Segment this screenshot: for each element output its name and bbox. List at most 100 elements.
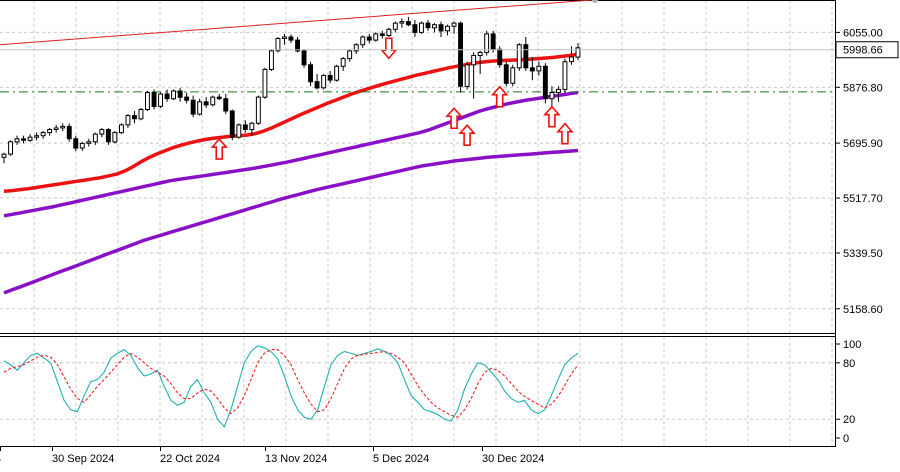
candle [529, 57, 535, 81]
candle [197, 98, 203, 116]
x-tick-label: 13 Nov 2024 [265, 453, 327, 465]
candle-body [125, 115, 131, 126]
candle-body [327, 75, 333, 81]
candle [92, 132, 98, 145]
candle-body [269, 50, 274, 70]
candle [425, 20, 431, 31]
resistance-trendline [0, 0, 598, 46]
candle-body [145, 92, 150, 110]
stochastic-axis: 100 80 20 0 [835, 339, 861, 445]
candle-body [386, 28, 392, 36]
candle [255, 95, 261, 125]
candle-body [138, 109, 144, 120]
candle-body [399, 21, 405, 24]
candle [203, 97, 209, 108]
candle [190, 95, 196, 118]
candle-body [549, 92, 555, 100]
candle [8, 140, 14, 156]
candle-body [379, 33, 385, 36]
current-price-box [835, 41, 899, 59]
candle [158, 92, 164, 108]
candle-body [301, 50, 307, 66]
candle [223, 94, 229, 115]
candle-body [438, 24, 444, 32]
candle [321, 74, 327, 90]
candle-body [255, 96, 261, 124]
candle [445, 24, 451, 36]
candle [503, 61, 509, 87]
candle [523, 37, 529, 71]
candle-body [432, 24, 437, 29]
x-tick-label: 4 [0, 453, 1, 465]
candle-body [282, 36, 287, 39]
candle [119, 123, 124, 135]
candle [575, 43, 581, 61]
candle-body [27, 136, 33, 141]
candle [184, 92, 190, 104]
candle-body [99, 129, 105, 135]
candle-body [321, 75, 327, 89]
candle-body [223, 98, 229, 112]
trendline [0, 0, 593, 46]
candle-body [53, 127, 59, 130]
candle [79, 141, 85, 152]
candle [269, 49, 274, 71]
candle [432, 23, 437, 33]
trendline-anchor-point [592, 0, 598, 3]
candle-body [275, 38, 281, 52]
candle-body [1, 153, 7, 158]
candle [471, 52, 477, 99]
candle-body [529, 67, 535, 72]
candle-body [151, 92, 157, 107]
candle-body [236, 124, 242, 138]
candle [249, 121, 255, 136]
candle-body [373, 33, 379, 41]
candle [340, 57, 346, 71]
candle [138, 107, 144, 121]
candle [556, 86, 561, 102]
candle [510, 64, 516, 87]
candle [412, 20, 418, 37]
candle-body [171, 90, 177, 100]
candle [132, 111, 137, 124]
candle-body [197, 101, 203, 115]
candle-body [484, 33, 490, 53]
pane-borders [0, 0, 836, 447]
candle-body [119, 124, 124, 134]
candle-body [392, 22, 398, 30]
moving-average-slow [3, 90, 579, 218]
stochastic-tick-label: 100 [843, 339, 861, 351]
candle-body [229, 110, 235, 138]
candle-body [490, 33, 496, 50]
candle [34, 132, 40, 141]
candle-body [497, 48, 503, 66]
candle-body [451, 22, 457, 27]
candle [516, 43, 522, 71]
candle-body [105, 129, 111, 143]
x-tick-label: 30 Dec 2024 [482, 453, 544, 465]
candle [171, 89, 177, 101]
y-tick-label: 5339.50 [843, 248, 883, 260]
candle [406, 16, 411, 27]
candle [399, 18, 405, 28]
candle [66, 123, 72, 142]
candle [27, 134, 33, 142]
arrow-up-icon [490, 85, 509, 108]
candle-body [112, 132, 118, 143]
candle [542, 63, 548, 104]
candle-body [503, 64, 509, 84]
y-tick-label: 5876.80 [843, 82, 883, 94]
candle [347, 49, 353, 62]
ma-fast-line [3, 52, 579, 193]
candle-body [295, 39, 301, 52]
arrow-up-icon [445, 107, 463, 130]
candle-body [66, 125, 72, 140]
candle-body [340, 58, 346, 67]
candle-body [569, 56, 574, 63]
candle [438, 21, 444, 37]
current-price-marker: 5998.66 [0, 41, 899, 59]
candle-body [516, 44, 522, 69]
x-tick-label: 22 Oct 2024 [160, 453, 220, 465]
candle-body [471, 55, 477, 66]
